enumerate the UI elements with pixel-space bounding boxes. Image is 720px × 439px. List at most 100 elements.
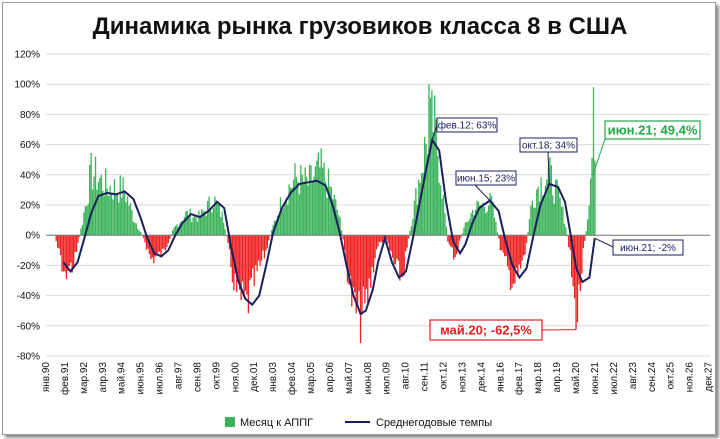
bar [103,195,105,236]
x-tick-label: авг.97 [174,362,185,390]
bar [553,203,555,236]
bar [259,235,261,266]
bar [556,179,558,236]
bar [489,192,491,236]
bar [83,212,85,236]
bar [125,201,127,236]
bar [185,211,187,236]
bar [169,235,171,239]
bar [269,235,271,237]
annotation-box [519,137,578,153]
bar [493,217,496,236]
bar [406,235,408,248]
x-tick-label: апр.06 [325,362,336,393]
y-tick-label: -60% [17,321,40,332]
y-tick-label: -40% [17,291,40,302]
bar [255,235,257,266]
annotation-leader [594,237,614,248]
bar [437,155,439,236]
bar [307,185,309,236]
bar [102,190,104,236]
bar [594,160,596,236]
bar [190,222,193,236]
bar [74,235,76,253]
bar [77,235,79,243]
x-tick-label: дек.01 [249,362,260,392]
bar [262,235,264,251]
x-tick-label: апр.19 [552,362,563,393]
bar [80,228,82,236]
bar [300,164,302,236]
bar [99,177,101,236]
bar [578,235,580,285]
bar [477,201,480,236]
bar [453,235,455,260]
bar [281,210,283,236]
bar [230,235,232,268]
annotation-box [604,120,701,140]
y-tick-label: 80% [20,110,40,121]
bar [243,235,245,296]
bar [426,154,429,236]
bar [400,235,402,275]
bar [492,201,494,236]
bar [525,235,528,244]
bar [367,235,369,304]
bar [405,235,407,252]
x-tick-label: июн.21 [590,362,601,395]
bar [377,235,379,247]
legend: Месяц к АППГ Среднегодовые темпы [225,417,492,429]
bar [110,193,113,236]
bar [244,235,247,291]
bar [247,235,250,314]
bar [75,235,78,252]
bar [501,235,503,251]
bar [552,195,554,236]
bar [466,221,468,236]
bar [326,197,328,236]
bar [107,196,110,236]
y-tick-label: -80% [17,352,40,363]
bar [193,214,196,236]
bar [387,235,389,244]
bar [142,235,145,238]
bar [129,203,132,236]
bar [151,235,153,258]
bar [186,210,188,236]
bar [569,235,571,250]
bar [429,97,432,236]
annotation-label: июн.21; -2% [620,243,676,254]
bar [568,235,570,248]
bar [339,217,341,236]
bar [441,198,443,236]
bar [231,235,234,283]
bar [438,182,440,236]
bar [298,194,301,236]
bar [425,143,427,236]
bar [386,235,388,240]
bar [252,235,254,269]
bar [195,217,197,236]
bar [421,173,423,236]
bar [89,164,91,236]
bar [301,174,303,236]
bar [249,235,251,281]
bar [122,177,124,236]
bar [355,235,357,314]
bar [476,200,478,236]
bar [174,225,177,236]
bar [587,219,589,236]
bar [310,165,312,236]
bar [163,235,165,249]
bar [324,181,327,236]
x-tick-label: июн.95 [136,362,147,395]
bar [455,235,458,255]
bar [176,224,178,236]
bar [463,227,465,236]
bar [332,199,334,236]
bar [368,235,370,279]
bar [199,216,202,236]
bar [56,235,59,248]
bar [329,186,331,236]
